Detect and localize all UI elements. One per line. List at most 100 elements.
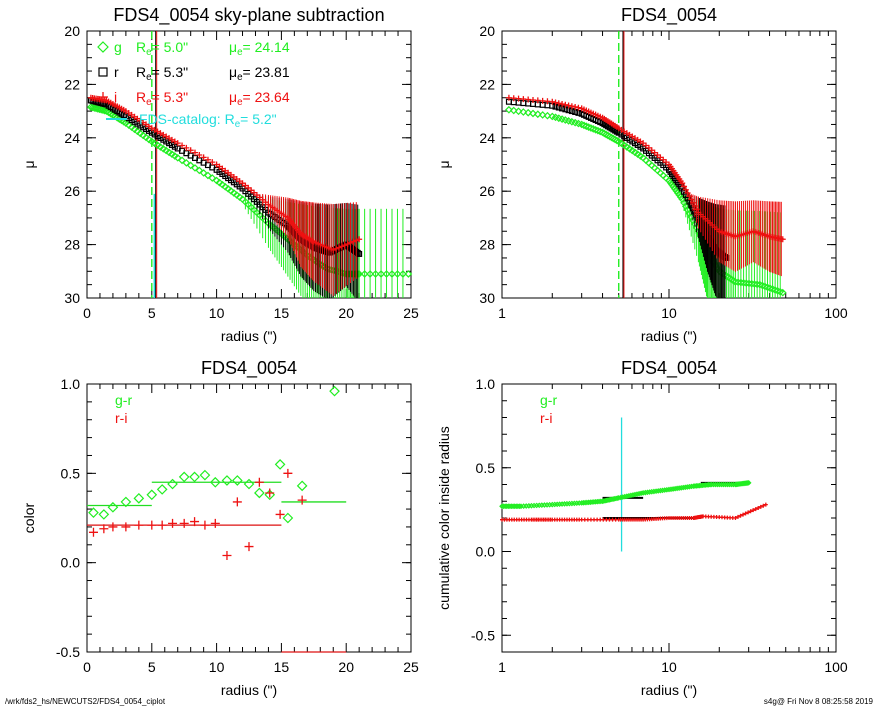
data-point-g-r [615,495,622,501]
data-point-g-r [621,493,628,500]
legend-symbol-r [98,67,108,77]
y-tick-label: -0.5 [471,627,495,643]
legend-re-r: Re= 5.3" [136,64,188,83]
chart-title: FDS4_0054 [621,5,717,26]
data-point-i [356,236,363,243]
legend-catalog: FDS-catalog: Re= 5.2" [139,111,277,130]
data-point-r-i [743,511,748,516]
y-tick-label: 20 [479,23,495,39]
data-point-g [404,270,413,278]
data-point-g [204,171,212,180]
data-point-r-i [756,505,761,510]
y-tick-label: 30 [479,290,495,306]
y-tick-label: 30 [64,290,80,306]
data-point-r-i [88,527,98,537]
data-point-i [353,237,360,244]
data-point-i [682,186,689,193]
data-point-i [333,245,340,252]
x-tick-label: 1 [498,305,506,321]
data-point-i [559,100,566,107]
data-point-g-r [282,512,294,524]
y-axis-label: μ [436,160,452,168]
data-point-g [355,270,364,278]
data-point-r-i [147,520,157,530]
data-point-g-r [243,478,255,490]
data-point-g [745,279,753,288]
y-axis-label: cumulative color inside radius [436,426,452,610]
data-point-g [778,288,787,297]
x-tick-label: 5 [148,305,156,321]
y-tick-label: 0.0 [61,555,81,571]
data-point-g [753,280,761,289]
data-point-g [371,270,380,278]
x-tick-label: 5 [148,659,156,675]
data-point-g [195,166,204,175]
data-point-i [684,189,691,196]
data-point-g [173,153,182,162]
y-tick-label: 24 [479,130,495,146]
data-point-r-i [751,508,756,513]
data-point-r-i [99,524,109,534]
y-tick-label: 24 [64,130,80,146]
data-point-r-i [275,509,285,519]
data-point-i [575,104,582,111]
data-point-g [533,110,542,119]
data-point-g [731,278,740,286]
data-point-g [199,169,208,177]
footer-timestamp: s4g@ Fri Nov 8 08:25:58 2019 [763,697,873,706]
data-point-g-r [626,492,632,499]
data-point-g-r [638,490,644,497]
data-point-g-r [231,475,243,486]
data-point-i [330,246,337,253]
data-point-r-i [179,518,189,528]
data-point-g [182,159,191,167]
data-point-g [208,174,217,182]
x-tick-label: 20 [338,305,354,321]
data-point-g-r [98,509,110,520]
data-point-g-r [133,492,145,504]
chart-title: FDS4_0054 sky-plane subtraction [113,5,384,26]
data-point-i [341,242,348,249]
y-axis-label: μ [21,160,37,168]
legend-g-r: g-r [115,392,132,408]
data-point-g-r [296,480,308,492]
data-point-r-i [297,495,307,505]
data-point-g-r [516,503,523,510]
data-point-g [360,270,369,278]
legend-band-i: i [114,89,117,105]
data-point-i [179,142,186,149]
data-point-r-i [210,518,220,528]
data-point-g [191,164,199,172]
data-point-r-i [157,520,167,530]
y-tick-label: -0.5 [56,644,80,660]
x-tick-label: 10 [209,659,225,675]
y-tick-label: 26 [479,183,495,199]
data-point-g-r [617,494,624,501]
data-point-g [186,161,195,170]
data-point-g [750,280,759,288]
legend-r-i: r-i [540,410,552,426]
data-point-g-r [209,476,221,488]
data-point-r-i [232,497,242,507]
data-point-i [192,149,198,156]
data-point-g-r [636,490,642,497]
data-point-r-i [763,502,768,507]
data-point-i [183,144,190,151]
data-point-r-i [254,477,264,487]
data-point-g [524,108,533,117]
x-tick-label: 100 [824,305,848,321]
y-axis-label: color [21,502,37,533]
data-point-g-r [628,492,634,499]
data-point-g-r [745,479,752,486]
data-point-g-r [329,385,340,397]
data-point-r-i [746,510,751,515]
data-point-r-i [738,513,743,518]
data-point-g-r [178,471,190,483]
data-point-g-r [634,491,640,497]
y-tick-label: 0.5 [476,460,496,476]
data-point-g-r [619,494,626,500]
data-point-i [338,243,345,250]
data-point-g [178,156,186,165]
data-point-r-i [761,503,766,508]
